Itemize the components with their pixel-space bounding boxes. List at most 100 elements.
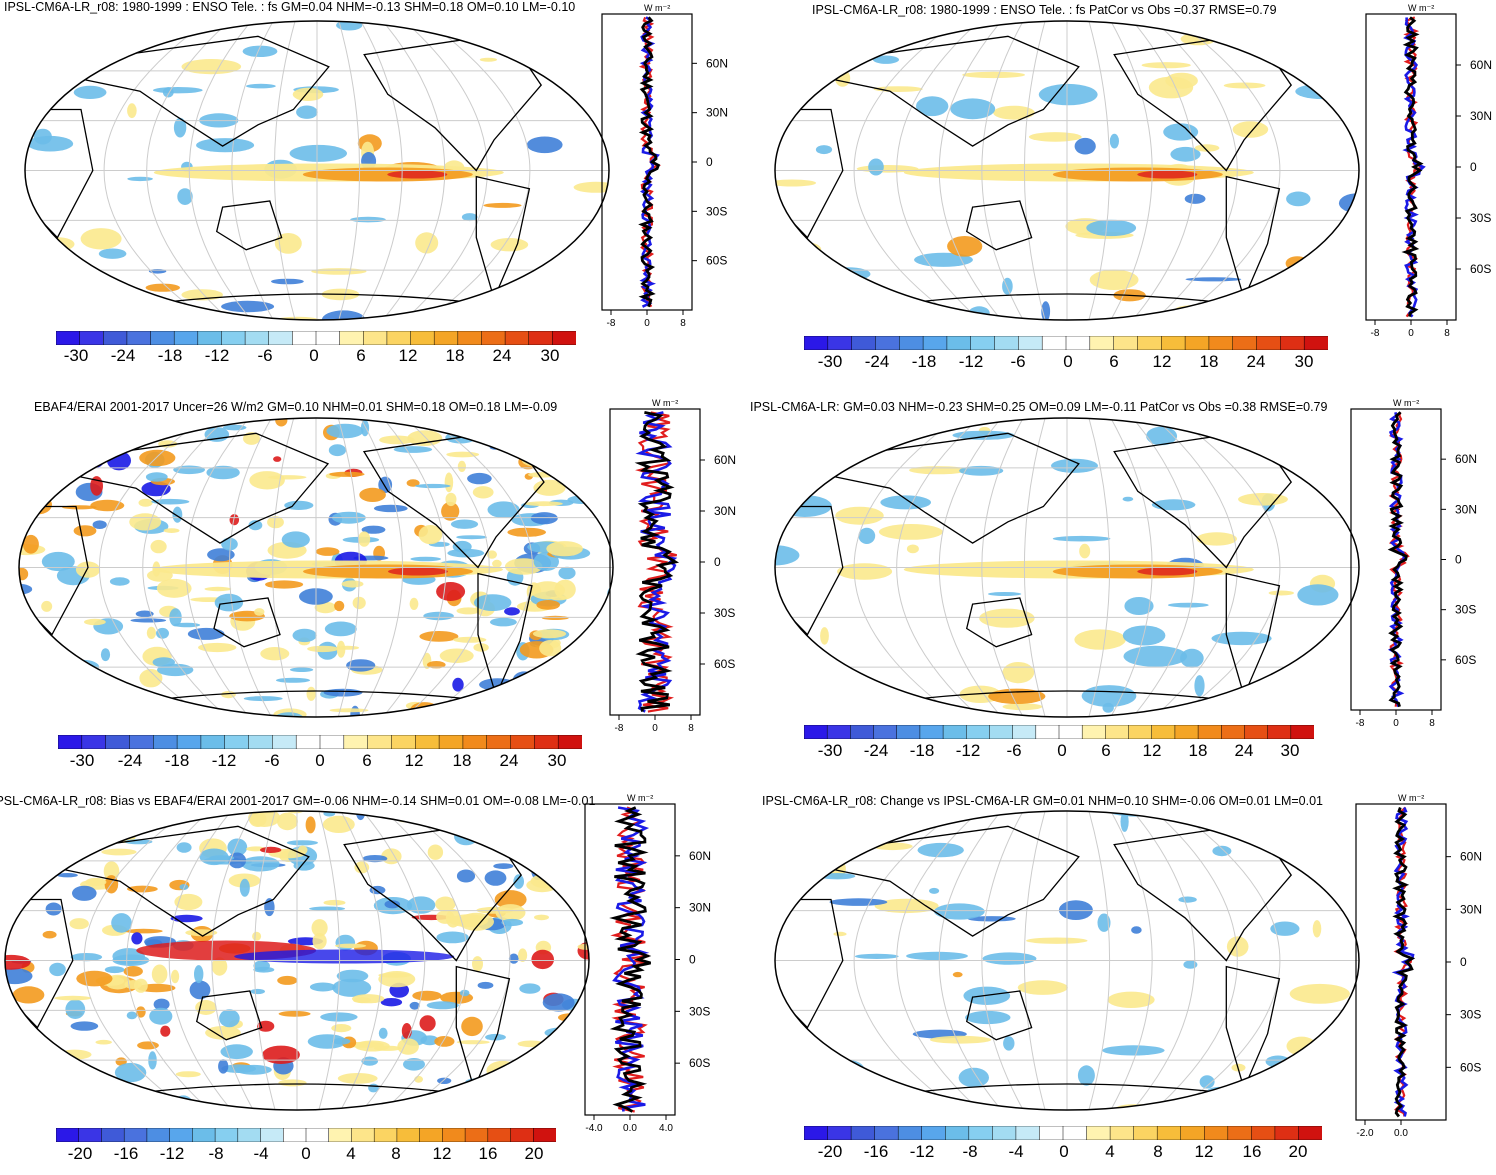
map-field [775, 21, 1359, 320]
anomaly-patch [406, 479, 420, 487]
anomaly-patch [45, 902, 62, 916]
anomaly-patch [775, 853, 814, 863]
lat-label: 60N [1460, 850, 1482, 864]
anomaly-patch [243, 432, 260, 445]
colorbar-box [438, 735, 464, 749]
panel-title: EBAF4/ERAI 2001-2017 Uncer=26 W/m2 GM=0.… [34, 400, 558, 414]
anomaly-patch [292, 87, 324, 101]
anomaly-patch [982, 952, 1037, 965]
anomaly-patch [467, 472, 492, 485]
anomaly-patch [332, 978, 372, 997]
x-tick-label: -8 [1356, 718, 1365, 729]
lat-label: 30S [706, 204, 727, 218]
colorbar-box [58, 735, 83, 749]
anomaly-patch [1216, 819, 1250, 832]
anomaly-patch [1003, 1036, 1015, 1051]
colorbar-box [945, 1126, 970, 1140]
x-tick-label: 8 [1429, 718, 1435, 729]
anomaly-patch [427, 844, 444, 860]
anomaly-patch [1028, 132, 1082, 142]
colorbar-label: -12 [211, 751, 237, 770]
colorbar-label: -6 [1006, 741, 1022, 760]
graticule-meridian [360, 21, 403, 320]
anomaly-patch [19, 418, 26, 424]
anomaly-patch [1002, 703, 1043, 711]
anomaly-patch [311, 268, 367, 275]
colorbar-box [922, 336, 948, 350]
anomaly-patch [265, 580, 304, 589]
anomaly-patch [249, 471, 285, 490]
colorbar-box [919, 725, 944, 739]
colorbar-box [339, 331, 365, 345]
colorbar-labels: -30 -24 -18 -12 -6 0 6 12 18 24 30 [804, 352, 1328, 374]
anomaly-patch [478, 422, 494, 427]
anomaly-patch [397, 1038, 419, 1055]
anomaly-patch [172, 506, 183, 523]
anomaly-patch [401, 1023, 412, 1039]
anomaly-patch [452, 677, 464, 692]
anomaly-patch [227, 838, 248, 856]
colorbar-box [1184, 336, 1210, 350]
colorbar-box [1174, 725, 1199, 739]
anomaly-patch [546, 541, 583, 557]
anomaly-patch [161, 418, 172, 420]
graticule-meridian [98, 418, 205, 717]
anomaly-patch [519, 983, 541, 994]
anomaly-patch [358, 531, 371, 547]
anomaly-patch [19, 666, 28, 677]
panel-title: IPSL-CM6A-LR_r08: 1980-1999 : ENSO Tele.… [812, 3, 1277, 17]
anomaly-patch [329, 708, 369, 713]
anomaly-patch [521, 425, 532, 441]
anomaly-patch [1151, 499, 1196, 511]
anomaly-patch [218, 1059, 229, 1074]
anomaly-patch [139, 449, 176, 467]
world-map [18, 417, 614, 718]
anomaly-patch [979, 608, 1035, 628]
anomaly-patch [253, 960, 270, 972]
anomaly-patch [1167, 315, 1212, 320]
graticule-meridian [1110, 418, 1153, 717]
x-tick-label: 0 [1393, 718, 1399, 729]
colorbar-box [804, 1126, 829, 1140]
anomaly-patch [558, 566, 576, 580]
anomaly-patch [359, 487, 386, 502]
colorbar-label: -4 [1008, 1142, 1024, 1161]
colorbar-box [1256, 336, 1282, 350]
colorbar-label: -4 [253, 1144, 269, 1163]
anomaly-patch [1267, 1079, 1291, 1087]
anomaly-patch [1176, 304, 1239, 313]
anomaly-patch [498, 303, 559, 320]
anomaly-patch [1074, 137, 1096, 155]
anomaly-patch [573, 427, 593, 446]
anomaly-patch [95, 22, 157, 44]
x-tick-label: -2.0 [1356, 1128, 1374, 1139]
equatorial-band [1137, 567, 1198, 576]
anomaly-patch [419, 1015, 436, 1032]
colorbar-box [968, 1126, 994, 1140]
lat-label: 30S [689, 1004, 710, 1018]
anomaly-patch [156, 627, 169, 639]
colorbar-box [1128, 725, 1153, 739]
colorbar-label: 0 [309, 346, 319, 365]
anomaly-patch [104, 966, 125, 974]
anomaly-patch [1232, 121, 1269, 138]
colorbar-box [1267, 725, 1292, 739]
anomaly-patch [307, 1034, 347, 1049]
anomaly-patch [31, 670, 43, 678]
anomaly-patch [38, 1093, 58, 1101]
anomaly-patch [84, 618, 106, 626]
graticule-meridian [318, 811, 341, 1110]
anomaly-patch [456, 1040, 490, 1045]
graticule-meridian [427, 418, 534, 717]
anomaly-patch [906, 544, 919, 554]
anomaly-patch [23, 617, 34, 636]
colorbar-label: -6 [1010, 352, 1026, 371]
colorbar-label: -30 [63, 346, 89, 365]
anomaly-patch [173, 465, 206, 475]
anomaly-patch [243, 696, 283, 702]
anomaly-patch [508, 953, 519, 964]
anomaly-patch [490, 617, 517, 627]
zonal-mean-profile: W m⁻² 60N 30N 0 30S 60S -8 0 8 [1365, 3, 1492, 339]
colorbar-label: -18 [911, 352, 937, 371]
anomaly-patch [521, 453, 562, 468]
